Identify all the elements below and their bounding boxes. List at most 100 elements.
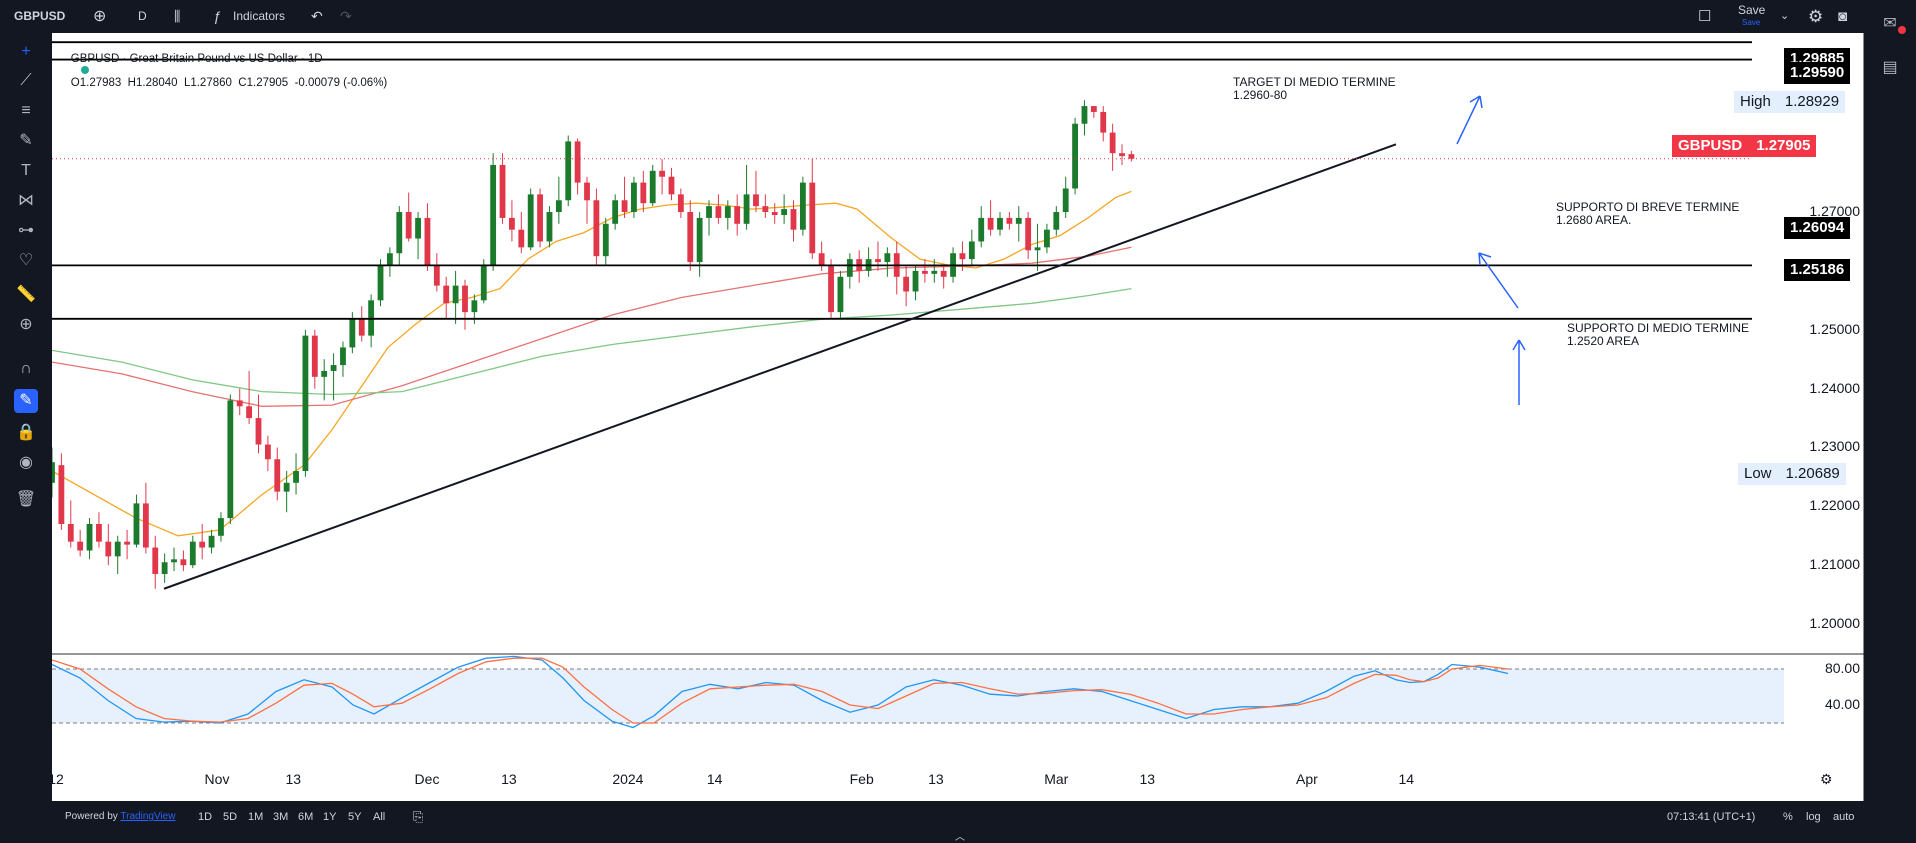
forecast-tool-icon[interactable]: ⊶ (18, 222, 34, 239)
crosshair-icon[interactable]: + (21, 43, 31, 60)
tradingview-link[interactable]: TradingView (120, 811, 176, 822)
candles-style-icon[interactable]: ⫼ (174, 8, 181, 24)
zoom-in-icon[interactable]: ⊕ (19, 316, 33, 333)
date-range-calendar-icon[interactable]: ⎘ (413, 809, 424, 824)
collapse-chevron-icon[interactable]: ︿ (955, 832, 965, 843)
layout-square-icon[interactable]: ☐ (1698, 8, 1712, 25)
short-line1: SUPPORTO DI BREVE TERMINE (1556, 200, 1740, 214)
eye-icon[interactable]: ◉ (19, 454, 33, 471)
target-annotation[interactable]: TARGET DI MEDIO TERMINE 1.2960-80 (1233, 76, 1396, 102)
pattern-tool-icon[interactable]: ⋈ (18, 192, 34, 209)
brush-tool-icon[interactable]: ✎ (19, 132, 33, 149)
candle-body (1006, 217, 1013, 224)
candle-body (987, 217, 994, 230)
x-tick-label: Nov (204, 771, 230, 787)
candle-body (208, 535, 215, 548)
compare-plus-icon[interactable]: ⊕ (93, 8, 107, 25)
candle-body (311, 335, 318, 377)
medium-support-annotation[interactable]: SUPPORTO DI MEDIO TERMINE 1.2520 AREA (1567, 322, 1749, 348)
percent-toggle[interactable]: % (1783, 811, 1793, 823)
trendline-tool-icon[interactable]: ⟋ (20, 72, 32, 89)
gear-icon[interactable]: ⚙ (1808, 7, 1824, 26)
candle-body (396, 212, 403, 254)
candle-body (846, 259, 853, 277)
candle-body (358, 317, 365, 336)
axis-settings-gear-icon[interactable]: ⚙ (1820, 771, 1833, 787)
candle-body (799, 182, 806, 230)
x-tick-label: 12 (48, 771, 64, 787)
range-5y[interactable]: 5Y (348, 811, 362, 823)
chart-area[interactable]: GBPUSD · Great Britain Pound vs US Dolla… (48, 33, 1864, 801)
y-tick-label: 1.27000 (1809, 203, 1860, 220)
watchlist-icon[interactable]: ▤ (1882, 59, 1898, 76)
candle-body (828, 265, 834, 313)
auto-toggle[interactable]: auto (1833, 811, 1855, 823)
candle-body (1053, 212, 1060, 230)
fx-icon[interactable]: ƒ (213, 8, 221, 24)
clock[interactable]: 07:13:41 (UTC+1) (1667, 811, 1756, 823)
candle-body (631, 182, 637, 213)
candle-body (790, 209, 797, 230)
candle-body (555, 200, 562, 213)
alerts-icon[interactable]: ✉ (1883, 15, 1897, 32)
level-tag-2: 1.29590 (1784, 62, 1851, 84)
camera-icon[interactable]: ◙ (1838, 8, 1848, 25)
level-tag-4: 1.25186 (1784, 259, 1851, 281)
save-button[interactable]: Save (1738, 3, 1766, 17)
range-1d[interactable]: 1D (198, 811, 213, 823)
x-tick-label: 13 (1139, 771, 1156, 787)
x-tick-label: 13 (285, 771, 302, 787)
chart-svg[interactable] (52, 33, 1864, 801)
short-support-annotation[interactable]: SUPPORTO DI BREVE TERMINE 1.2680 AREA. (1556, 201, 1739, 227)
candle-body (471, 300, 478, 313)
range-3m[interactable]: 3M (273, 811, 289, 823)
range-1m[interactable]: 1M (248, 811, 264, 823)
candle-body (565, 141, 572, 201)
candle-body (612, 200, 619, 224)
candle-body (537, 194, 543, 242)
candle-body (921, 270, 928, 274)
range-5d[interactable]: 5D (223, 811, 238, 823)
candle-body (133, 503, 140, 545)
right-sidebar: ✉ ▤ (1864, 0, 1916, 841)
candle-body (781, 209, 788, 215)
lock-icon[interactable]: 🔒 (16, 424, 36, 441)
arrow-up-left-icon (1478, 252, 1519, 309)
redo-icon[interactable]: ↷ (340, 8, 352, 24)
candle-body (105, 541, 112, 557)
range-6m[interactable]: 6M (298, 811, 314, 823)
candle-body (546, 212, 553, 242)
candle-body (377, 265, 384, 301)
ruler-icon[interactable]: 📏 (16, 286, 36, 303)
indicators-button[interactable]: Indicators (233, 9, 286, 23)
stay-drawing-icon[interactable]: ✎ (14, 389, 38, 413)
candle-body (1109, 132, 1116, 154)
trash-icon[interactable]: 🗑 (15, 491, 37, 508)
candle-body (696, 217, 703, 263)
range-all[interactable]: All (373, 811, 386, 823)
high-label: High (1740, 93, 1771, 110)
candle-body (584, 182, 590, 201)
candle-body (490, 164, 497, 266)
favorites-heart-icon[interactable]: ♡ (18, 252, 34, 269)
candle-body (405, 212, 412, 239)
chevron-down-icon[interactable]: ⌄ (1780, 10, 1790, 22)
candle-body (602, 223, 609, 257)
level-tag-3: 1.26094 (1784, 217, 1851, 239)
x-tick-label: 2024 (612, 771, 644, 787)
candle-body (227, 400, 234, 519)
undo-icon[interactable]: ↶ (311, 8, 323, 24)
range-1y[interactable]: 1Y (323, 811, 337, 823)
powered-prefix: Powered by (65, 811, 118, 822)
candle-body (171, 559, 177, 563)
fib-tool-icon[interactable]: ≡ (21, 102, 31, 119)
text-tool-icon[interactable]: T (21, 162, 31, 179)
interval-button[interactable]: D (138, 9, 147, 23)
candle-body (509, 217, 515, 230)
candle-body (574, 141, 581, 183)
magnet-icon[interactable]: ∩ (20, 360, 32, 377)
log-toggle[interactable]: log (1806, 811, 1821, 823)
y-tick-label: 1.22000 (1809, 497, 1860, 514)
candle-body (940, 270, 947, 277)
symbol-button[interactable]: GBPUSD (14, 9, 66, 23)
